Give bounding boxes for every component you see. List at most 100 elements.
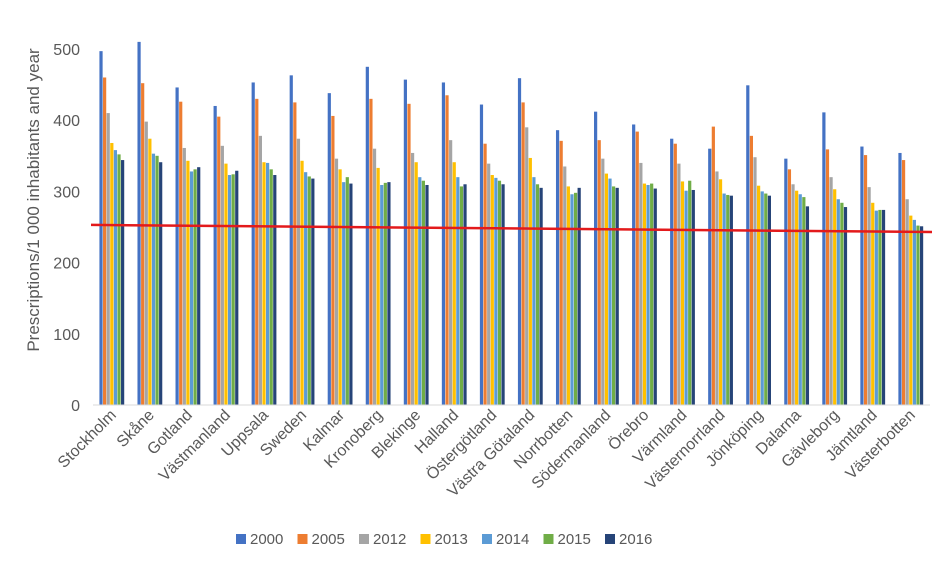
y-tick-label: 0 — [71, 398, 80, 415]
bar-2005-21 — [901, 160, 906, 405]
bar-2005-14 — [635, 131, 639, 405]
bar-2000-12 — [555, 130, 560, 406]
y-tick-label: 500 — [53, 42, 80, 59]
bar-2015-12 — [573, 192, 578, 405]
bar-2013-5 — [300, 160, 304, 405]
bar-2000-6 — [327, 93, 331, 405]
legend-swatch-2012 — [359, 534, 369, 544]
bar-2012-11 — [525, 127, 529, 405]
bar-2005-12 — [559, 140, 563, 405]
bar-2013-6 — [338, 169, 342, 405]
bar-2012-4 — [258, 135, 262, 406]
bar-2012-2 — [182, 147, 186, 405]
bar-2016-1 — [159, 162, 163, 405]
bar-2015-8 — [421, 180, 425, 405]
bar-2012-20 — [867, 187, 871, 405]
bar-2012-3 — [220, 145, 224, 405]
bar-2015-4 — [269, 169, 273, 405]
legend-label-2014: 2014 — [496, 531, 529, 548]
legend-label-2012: 2012 — [373, 531, 406, 548]
bar-2014-18 — [798, 194, 802, 405]
bar-2012-7 — [372, 148, 377, 405]
bar-2005-16 — [711, 126, 715, 406]
bar-2012-13 — [601, 158, 605, 405]
bar-2013-14 — [642, 183, 647, 405]
bar-2014-10 — [494, 177, 498, 405]
bar-2005-19 — [825, 149, 830, 405]
bar-2012-17 — [753, 157, 757, 405]
y-tick-label: 100 — [53, 327, 80, 344]
bar-2013-10 — [490, 175, 494, 405]
bar-2014-0 — [113, 150, 118, 405]
bar-2015-9 — [459, 186, 464, 405]
bar-2015-10 — [497, 180, 502, 405]
legend-swatch-2016 — [605, 534, 615, 544]
bar-2005-5 — [293, 102, 297, 406]
bar-2013-19 — [833, 189, 837, 405]
x-tick-labels: StockholmSkåneGotlandVästmanlandUppsalaS… — [55, 406, 919, 501]
bar-2000-21 — [898, 152, 902, 405]
bar-2015-16 — [726, 194, 730, 405]
legend-label-2005: 2005 — [312, 531, 345, 548]
bar-2005-20 — [863, 155, 868, 405]
bar-2014-19 — [836, 199, 840, 405]
bar-2000-11 — [517, 78, 522, 405]
bar-2016-8 — [425, 184, 429, 405]
legend-label-2016: 2016 — [619, 531, 652, 548]
legend-label-2015: 2015 — [558, 531, 591, 548]
y-axis-label: Prescriptions/1 000 inhabitants and year — [24, 48, 43, 352]
legend-swatch-2000 — [236, 534, 246, 544]
bar-2015-15 — [688, 180, 692, 405]
bar-2015-11 — [535, 184, 540, 405]
bar-2014-20 — [874, 210, 878, 405]
bar-2000-1 — [137, 41, 141, 405]
bar-2016-17 — [767, 195, 771, 405]
bar-2000-18 — [784, 158, 788, 405]
bar-2014-13 — [608, 178, 612, 405]
y-tick-label: 400 — [53, 113, 80, 130]
bar-2014-7 — [380, 184, 384, 405]
legend-swatch-2005 — [297, 534, 308, 544]
bar-2000-9 — [441, 82, 446, 406]
bar-2005-17 — [749, 135, 753, 406]
bar-2014-11 — [532, 177, 536, 405]
bar-2012-19 — [829, 177, 833, 405]
bar-2012-8 — [410, 152, 415, 405]
bar-2013-7 — [376, 167, 380, 405]
bar-2015-1 — [155, 155, 159, 405]
bar-2012-16 — [715, 171, 719, 405]
bar-2012-6 — [334, 158, 339, 405]
bar-2016-7 — [387, 182, 391, 405]
bar-2000-13 — [594, 111, 598, 405]
bar-2015-6 — [345, 177, 349, 405]
bar-2016-21 — [919, 226, 924, 405]
bar-2015-19 — [840, 202, 844, 405]
bar-2014-5 — [304, 172, 308, 405]
bar-2005-8 — [407, 103, 411, 405]
bars-layer — [99, 41, 924, 406]
bar-2016-2 — [197, 167, 201, 405]
bar-2014-21 — [912, 219, 916, 405]
bar-2015-21 — [916, 225, 920, 405]
bar-2014-16 — [722, 193, 726, 405]
bar-2016-11 — [539, 187, 543, 405]
bar-2015-13 — [612, 186, 616, 405]
bar-2013-4 — [262, 162, 266, 405]
bar-2013-2 — [186, 160, 190, 405]
bar-2005-0 — [103, 77, 107, 405]
bar-2012-1 — [144, 121, 148, 406]
reference-line-layer — [90, 223, 933, 234]
bar-2014-14 — [646, 184, 650, 405]
bar-2012-14 — [639, 162, 643, 405]
bar-2016-4 — [273, 175, 277, 405]
bar-2013-20 — [871, 202, 875, 405]
y-tick-label: 300 — [53, 184, 80, 201]
bar-2015-7 — [383, 182, 387, 405]
bar-2000-0 — [99, 51, 103, 405]
bar-2016-20 — [881, 209, 886, 405]
bar-2014-1 — [151, 153, 156, 405]
bar-2013-1 — [148, 138, 152, 405]
bar-2016-3 — [235, 170, 239, 405]
bar-2012-10 — [487, 163, 491, 405]
